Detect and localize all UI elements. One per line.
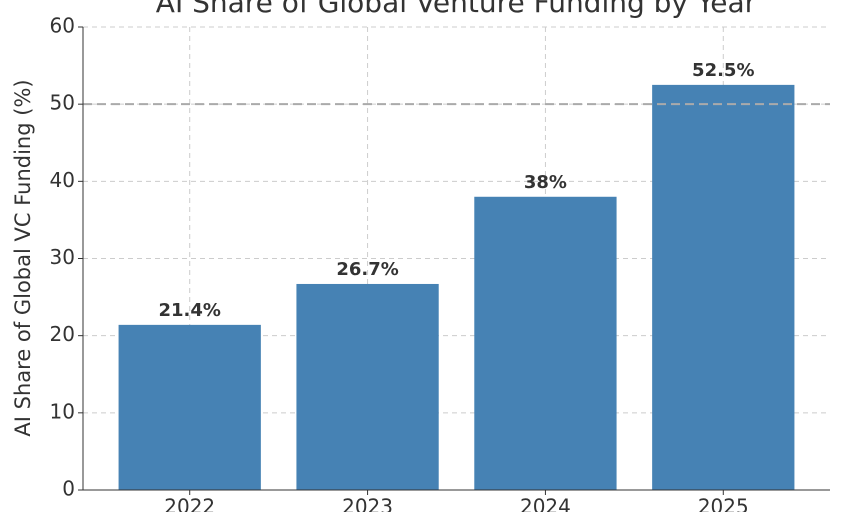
value-label: 52.5% (692, 60, 754, 81)
bar (296, 283, 439, 490)
y-tick-label: 60 (50, 14, 75, 38)
value-label: 26.7% (336, 259, 398, 280)
bar (474, 196, 617, 490)
x-tick-label: 2022 (164, 495, 215, 512)
x-tick-label: 2025 (698, 495, 749, 512)
x-tick-label: 2023 (342, 495, 393, 512)
y-axis-label: AI Share of Global VC Funding (%) (11, 79, 35, 436)
y-tick-label: 20 (50, 322, 75, 346)
chart-title: AI Share of Global Venture Funding by Ye… (156, 0, 757, 19)
bar (652, 84, 795, 490)
y-tick-label: 30 (50, 245, 75, 269)
value-label: 21.4% (158, 300, 220, 321)
x-tick-label: 2024 (520, 495, 571, 512)
y-tick-label: 40 (50, 168, 75, 192)
y-tick-label: 0 (62, 477, 75, 501)
bar (118, 324, 261, 490)
y-tick-label: 10 (50, 399, 75, 423)
y-tick-label: 50 (50, 91, 75, 115)
value-label: 38% (524, 172, 567, 193)
